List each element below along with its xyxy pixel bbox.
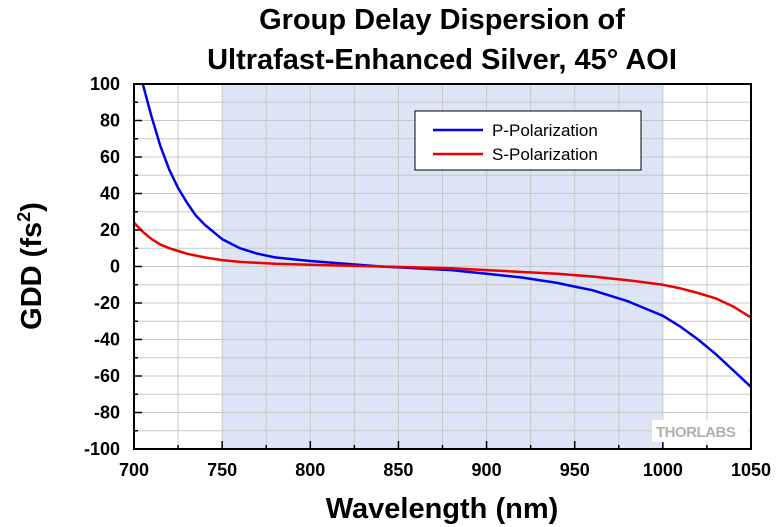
legend-label-p-polarization: P-Polarization	[492, 121, 598, 140]
y-tick-label: 60	[100, 147, 120, 167]
y-axis-label-superscript: 2	[14, 212, 34, 222]
x-tick-label: 1050	[731, 460, 771, 480]
legend-box	[414, 110, 642, 171]
x-tick-label: 850	[383, 460, 413, 480]
thorlabs-logo-text: THORLABS	[656, 424, 736, 441]
y-tick-labels: 100 80 60 40 20 0 -20 -40 -60 -80 -100	[84, 74, 120, 459]
x-tick-label: 700	[119, 460, 149, 480]
chart-title-line-1: Group Delay Dispersion of	[259, 4, 625, 36]
y-tick-label: 0	[110, 257, 120, 277]
series-line-s-polarization	[133, 221, 752, 319]
x-axis-label: Wavelength (nm)	[326, 493, 559, 525]
chart-title: Group Delay Dispersion of Ultrafast-Enha…	[207, 4, 677, 76]
y-tick-label: 20	[100, 220, 120, 240]
x-tick-label: 900	[472, 460, 502, 480]
y-tick-label: -40	[94, 330, 120, 350]
plot-series	[133, 83, 752, 388]
x-tick-label: 750	[207, 460, 237, 480]
y-axis-label-tail: )	[16, 202, 48, 212]
y-axis-label: GDD (fs2)	[14, 202, 48, 330]
y-tick-label: -80	[94, 403, 120, 423]
x-tick-labels: 700 750 800 850 900 950 1000 1050	[119, 460, 771, 480]
legend: P-Polarization S-Polarization	[414, 110, 642, 171]
x-tick-label: 1000	[643, 460, 683, 480]
y-tick-label: 40	[100, 184, 120, 204]
y-tick-label: -60	[94, 366, 120, 386]
legend-label-s-polarization: S-Polarization	[492, 145, 598, 164]
x-tick-label: 950	[560, 460, 590, 480]
y-axis-label-main: GDD (fs	[16, 222, 48, 330]
y-tick-label: 80	[100, 111, 120, 131]
y-tick-label: -100	[84, 439, 120, 459]
x-tick-label: 800	[295, 460, 325, 480]
thorlabs-logo: THORLABS	[652, 420, 748, 442]
chart-title-line-2: Ultrafast-Enhanced Silver, 45° AOI	[207, 44, 677, 76]
axis-ticks	[133, 83, 752, 450]
y-tick-label: 100	[90, 74, 120, 94]
y-tick-label: -20	[94, 293, 120, 313]
